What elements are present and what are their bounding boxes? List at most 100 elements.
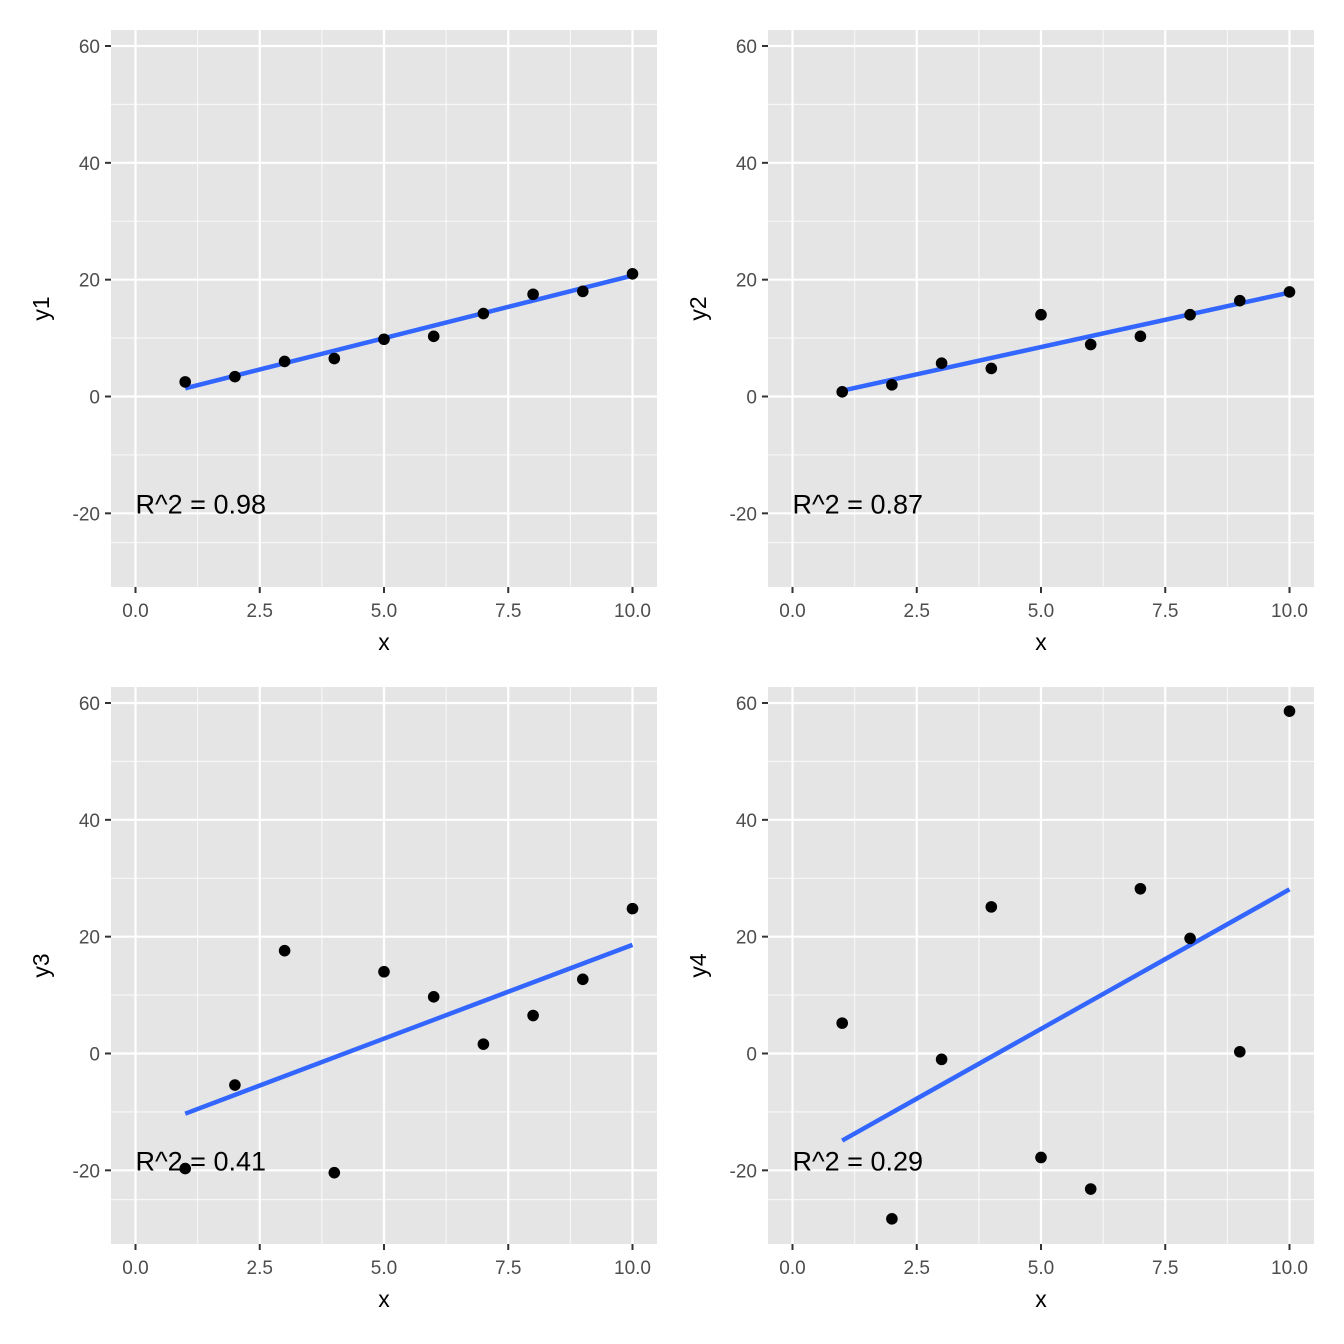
y-axis-title: y2 — [685, 296, 711, 320]
regression-line — [841, 290, 1290, 393]
y-axis-title: y3 — [28, 953, 54, 977]
data-point — [1134, 330, 1147, 343]
x-axis-title: x — [378, 1286, 390, 1312]
data-point — [427, 330, 440, 343]
y-tick-label: 40 — [79, 154, 100, 175]
y-tick-label: -20 — [730, 1161, 757, 1182]
data-point — [1234, 1045, 1246, 1058]
data-point — [886, 379, 898, 391]
data-point — [935, 357, 948, 370]
y-tick-label: 40 — [736, 811, 757, 832]
data-point — [577, 285, 589, 298]
data-point — [179, 376, 191, 388]
x-tick-label: 5.0 — [371, 1258, 397, 1279]
x-tick-label: 2.5 — [247, 1258, 273, 1279]
y-tick-label: 0 — [746, 388, 757, 409]
r-squared-annotation: R^2 = 0.87 — [793, 490, 924, 520]
data-point — [985, 362, 998, 375]
data-point — [378, 965, 390, 978]
y-tick-label: 20 — [79, 928, 100, 949]
data-point — [328, 1166, 341, 1179]
data-point — [179, 1162, 191, 1175]
x-tick-label: 7.5 — [1152, 601, 1178, 622]
data-point — [477, 307, 490, 320]
x-tick-label: 5.0 — [371, 601, 397, 622]
x-tick-label: 2.5 — [247, 601, 273, 622]
data-point — [229, 370, 241, 383]
data-point — [427, 991, 440, 1003]
x-axis-title: x — [378, 629, 390, 655]
x-tick-label: 0.0 — [122, 601, 148, 622]
x-tick-label: 10.0 — [1271, 601, 1308, 622]
x-tick-label: 5.0 — [1028, 1258, 1054, 1279]
data-point — [626, 902, 639, 915]
data-point — [378, 333, 390, 346]
data-point — [1184, 308, 1196, 321]
data-point — [935, 1053, 948, 1066]
panel-1: 0.0 2.5 5.0 7.5 10.0 -20 0 20 40 60 R^2 = 0.98 x y1 — [28, 30, 657, 655]
y-tick-label: 20 — [79, 271, 100, 292]
panel-2: 0.0 2.5 5.0 7.5 10.0 -20 0 20 40 60 R^2 = 0.87 x y2 — [685, 30, 1314, 655]
data-point — [1084, 1183, 1097, 1195]
x-tick-label: 7.5 — [495, 1258, 521, 1279]
data-point — [1283, 705, 1296, 717]
x-tick-label: 2.5 — [904, 1258, 930, 1279]
data-point — [328, 352, 341, 365]
y-tick-label: -20 — [73, 1161, 100, 1182]
data-point — [527, 1009, 539, 1022]
data-point — [278, 944, 291, 957]
y-tick-label: 20 — [736, 271, 757, 292]
y-tick-label: -20 — [730, 504, 757, 525]
data-point — [985, 901, 998, 913]
x-tick-label: 10.0 — [614, 1258, 651, 1279]
x-tick-label: 5.0 — [1028, 601, 1054, 622]
x-axis-title: x — [1035, 629, 1047, 655]
r-squared-annotation: R^2 = 0.29 — [793, 1147, 924, 1177]
x-tick-label: 2.5 — [904, 601, 930, 622]
y-tick-label: 0 — [89, 1045, 100, 1066]
data-point — [1035, 308, 1047, 321]
data-point — [577, 973, 589, 986]
y-tick-label: 60 — [79, 37, 100, 58]
data-point — [1234, 294, 1246, 307]
y-tick-label: 60 — [736, 694, 757, 715]
y-tick-label: 40 — [736, 154, 757, 175]
data-point — [1035, 1151, 1047, 1164]
data-point — [477, 1038, 490, 1050]
regression-line — [841, 887, 1291, 1143]
data-point — [836, 1017, 848, 1029]
data-point — [1134, 882, 1147, 895]
data-point — [836, 386, 848, 398]
y-tick-label: 0 — [89, 388, 100, 409]
x-tick-label: 7.5 — [495, 601, 521, 622]
y-axis-title: y4 — [685, 953, 711, 978]
data-point — [626, 268, 639, 280]
x-tick-label: 0.0 — [779, 601, 805, 622]
data-point — [1084, 338, 1097, 351]
data-point — [229, 1079, 241, 1091]
regression-line — [184, 273, 634, 391]
x-tick-label: 10.0 — [614, 601, 651, 622]
x-tick-label: 0.0 — [779, 1258, 805, 1279]
r-squared-annotation: R^2 = 0.41 — [136, 1147, 267, 1177]
y-tick-label: -20 — [73, 504, 100, 525]
data-point — [1283, 286, 1296, 298]
x-tick-label: 0.0 — [122, 1258, 148, 1279]
data-point — [1184, 932, 1196, 945]
y-tick-label: 60 — [79, 694, 100, 715]
x-axis-title: x — [1035, 1286, 1047, 1312]
data-point — [886, 1213, 898, 1225]
y-tick-label: 20 — [736, 928, 757, 949]
x-tick-label: 10.0 — [1271, 1258, 1308, 1279]
y-tick-label: 40 — [79, 811, 100, 832]
y-axis-title: y1 — [28, 296, 54, 320]
x-tick-label: 7.5 — [1152, 1258, 1178, 1279]
r-squared-annotation: R^2 = 0.98 — [136, 490, 267, 520]
panel-4: 0.0 2.5 5.0 7.5 10.0 -20 0 20 40 60 R^2 = 0.29 x y4 — [685, 687, 1314, 1312]
data-point — [527, 288, 539, 301]
panel-3: 0.0 2.5 5.0 7.5 10.0 -20 0 20 40 60 R^2 = 0.41 x y3 — [28, 687, 657, 1312]
regression-line — [184, 942, 634, 1116]
y-tick-label: 0 — [746, 1045, 757, 1066]
data-point — [278, 355, 291, 368]
